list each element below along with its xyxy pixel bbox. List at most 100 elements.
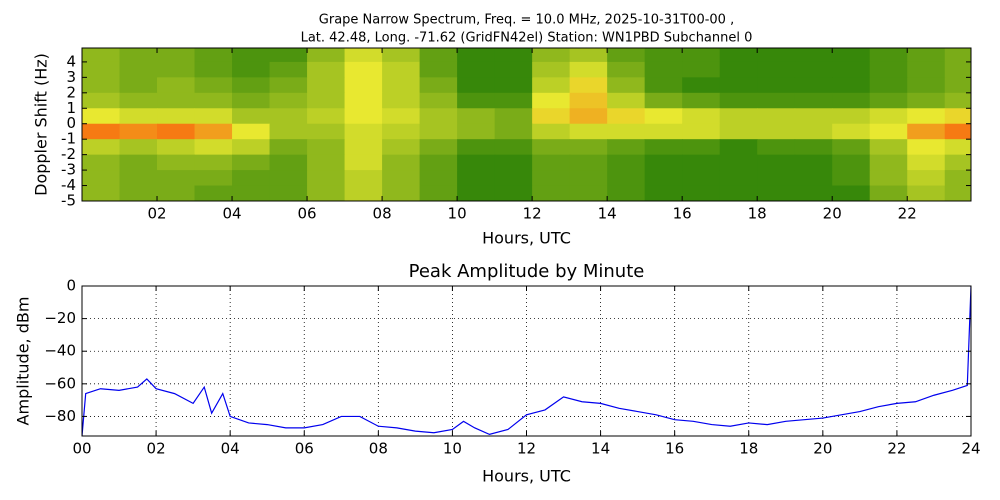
x-tick-label: 04 bbox=[222, 205, 241, 223]
heat-cell bbox=[307, 92, 346, 109]
heat-cell bbox=[344, 170, 383, 187]
heat-cell bbox=[757, 108, 796, 125]
heat-cell bbox=[794, 48, 833, 63]
heat-cell bbox=[494, 170, 533, 187]
y-tick-label: −60 bbox=[44, 374, 76, 392]
x-tick-label: 02 bbox=[147, 440, 166, 458]
heat-cell bbox=[794, 108, 833, 125]
heat-cell bbox=[382, 108, 421, 125]
y-tick-label: 2 bbox=[66, 83, 76, 101]
x-tick-label: 10 bbox=[443, 440, 462, 458]
heat-cell bbox=[269, 170, 308, 187]
plot-area bbox=[82, 286, 971, 436]
heat-cell bbox=[494, 139, 533, 156]
heat-cell bbox=[419, 170, 458, 187]
heat-cell bbox=[869, 92, 908, 109]
heat-cell bbox=[644, 92, 683, 109]
heat-cell bbox=[757, 170, 796, 187]
heat-cell bbox=[832, 139, 871, 156]
heat-cell bbox=[194, 48, 233, 63]
heat-cell bbox=[569, 170, 608, 187]
heat-cell bbox=[944, 48, 971, 63]
heat-cell bbox=[869, 48, 908, 63]
heat-cell bbox=[644, 185, 683, 201]
x-tick-label: 18 bbox=[739, 440, 758, 458]
heat-cell bbox=[119, 170, 158, 187]
heat-cell bbox=[194, 61, 233, 78]
heat-cell bbox=[494, 92, 533, 109]
heat-cell bbox=[82, 48, 121, 63]
heat-cell bbox=[269, 139, 308, 156]
heat-cell bbox=[532, 154, 571, 171]
heat-cell bbox=[869, 77, 908, 94]
heat-cell bbox=[382, 185, 421, 201]
heat-cell bbox=[119, 108, 158, 125]
heat-cell bbox=[157, 154, 196, 171]
heat-cell bbox=[82, 92, 121, 109]
heat-cell bbox=[232, 77, 271, 94]
heat-cell bbox=[119, 185, 158, 201]
heat-cell bbox=[869, 185, 908, 201]
y-tick-label: 1 bbox=[66, 99, 76, 117]
heat-cell bbox=[607, 77, 646, 94]
heat-cell bbox=[907, 139, 946, 156]
heat-cell bbox=[232, 48, 271, 63]
heat-cell bbox=[344, 154, 383, 171]
heat-cell bbox=[757, 92, 796, 109]
heat-cell bbox=[269, 61, 308, 78]
heat-cell bbox=[232, 108, 271, 125]
heat-cell bbox=[382, 154, 421, 171]
heat-cell bbox=[344, 139, 383, 156]
x-tick-label: 06 bbox=[298, 205, 317, 223]
heat-cell bbox=[232, 154, 271, 171]
heat-cell bbox=[419, 139, 458, 156]
heat-cell bbox=[794, 170, 833, 187]
y-tick-label: 0 bbox=[66, 114, 76, 132]
heat-cell bbox=[944, 61, 971, 78]
heat-cell bbox=[869, 108, 908, 125]
heat-cell bbox=[157, 92, 196, 109]
heat-cell bbox=[269, 123, 308, 140]
heat-cell bbox=[157, 170, 196, 187]
heat-cell bbox=[82, 170, 121, 187]
y-tick-label: 4 bbox=[66, 52, 76, 70]
heat-cell bbox=[719, 170, 758, 187]
heat-cell bbox=[682, 77, 721, 94]
heat-cell bbox=[794, 154, 833, 171]
heat-cell bbox=[644, 48, 683, 63]
heat-cell bbox=[382, 77, 421, 94]
heat-cell bbox=[944, 92, 971, 109]
heat-cell bbox=[457, 61, 496, 78]
x-tick-label: 12 bbox=[517, 440, 536, 458]
heat-cell bbox=[419, 154, 458, 171]
heat-cell bbox=[757, 48, 796, 63]
heat-cell bbox=[832, 154, 871, 171]
heat-cell bbox=[307, 185, 346, 201]
heat-cell bbox=[757, 77, 796, 94]
heat-cell bbox=[832, 170, 871, 187]
heat-cell bbox=[944, 185, 971, 201]
heat-cell bbox=[232, 185, 271, 201]
heat-cell bbox=[607, 139, 646, 156]
x-tick-label: 14 bbox=[598, 205, 617, 223]
heat-cell bbox=[457, 108, 496, 125]
heat-cell bbox=[719, 48, 758, 63]
heat-cell bbox=[907, 170, 946, 187]
heat-cell bbox=[194, 123, 233, 140]
heat-cell bbox=[457, 123, 496, 140]
heat-cell bbox=[832, 123, 871, 140]
heat-cell bbox=[682, 92, 721, 109]
heat-cell bbox=[794, 185, 833, 201]
heat-cell bbox=[194, 77, 233, 94]
heat-cell bbox=[232, 61, 271, 78]
heat-cell bbox=[269, 92, 308, 109]
x-tick-label: 14 bbox=[591, 440, 610, 458]
heat-cell bbox=[569, 92, 608, 109]
heat-cell bbox=[119, 154, 158, 171]
x-axis-label: Hours, UTC bbox=[482, 229, 571, 248]
y-tick-label: 3 bbox=[66, 68, 76, 86]
heat-cell bbox=[194, 139, 233, 156]
heat-cell bbox=[194, 108, 233, 125]
heat-cell bbox=[344, 61, 383, 78]
x-tick-label: 20 bbox=[813, 440, 832, 458]
